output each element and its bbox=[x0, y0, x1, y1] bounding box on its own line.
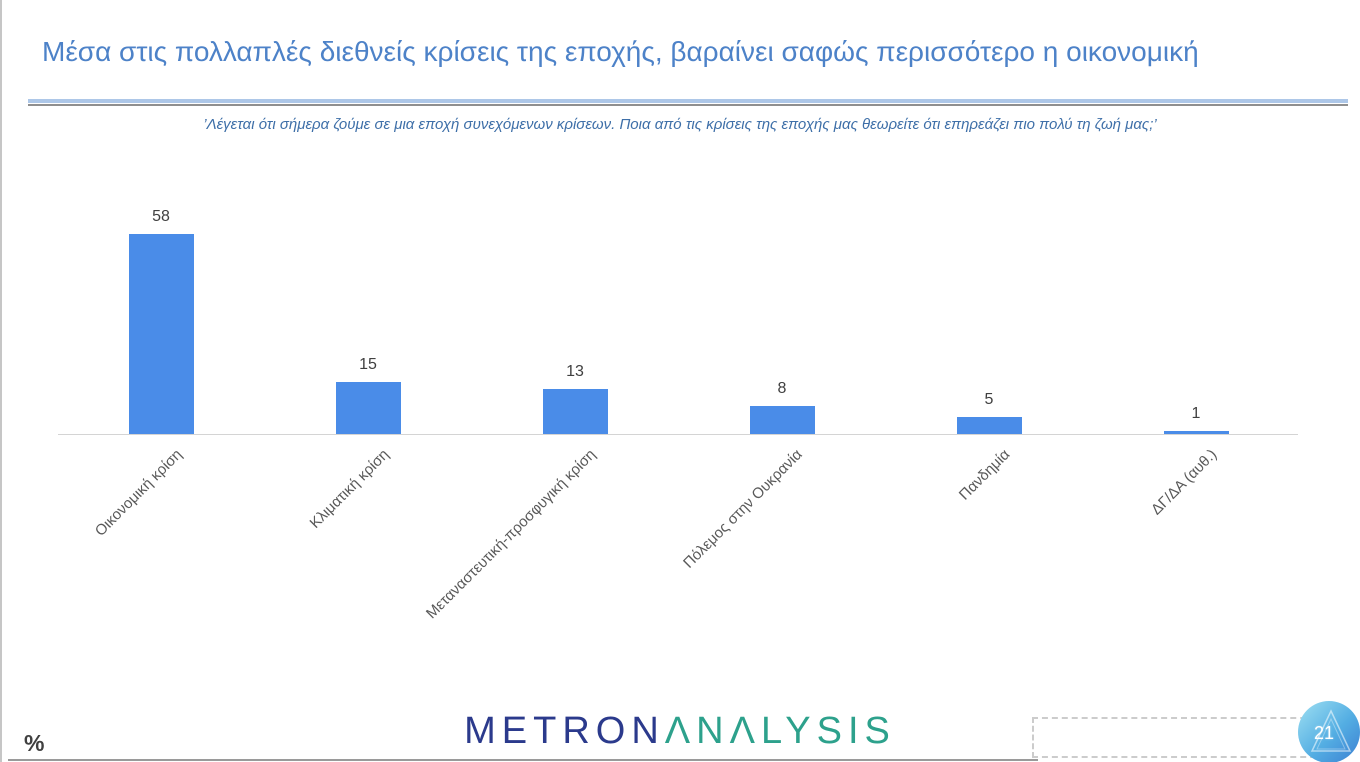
bar-value-label: 5 bbox=[984, 391, 994, 408]
bar-value-label: 1 bbox=[1191, 405, 1201, 422]
badge-triangle-icon bbox=[1310, 709, 1352, 752]
bar bbox=[956, 417, 1022, 434]
slide-left-edge bbox=[0, 0, 2, 762]
metron-analysis-logo: METRONΛNΛLYSIS bbox=[0, 710, 1360, 753]
slide-bottom-edge bbox=[8, 759, 1038, 761]
page-number-badge: 21 bbox=[1298, 701, 1360, 762]
logo-analysis-text: ΛNΛLYSIS bbox=[664, 710, 896, 752]
page-title: Μέσα στις πολλαπλές διεθνείς κρίσεις της… bbox=[42, 36, 1199, 67]
x-axis-line bbox=[58, 434, 1298, 435]
bar bbox=[1163, 431, 1229, 434]
category-label: Πόλεμος στην Ουκρανία bbox=[680, 446, 807, 572]
bar-value-label: 15 bbox=[359, 356, 377, 373]
bar bbox=[335, 382, 401, 434]
bar-value-label: 8 bbox=[777, 380, 787, 397]
bar-value-label: 58 bbox=[152, 208, 170, 225]
percent-unit-label: % bbox=[24, 730, 45, 756]
bar-value-label: 13 bbox=[566, 363, 584, 380]
bar bbox=[749, 406, 815, 434]
category-label: Οικονομική κρίση bbox=[91, 446, 186, 540]
title-separator-gray bbox=[28, 104, 1348, 106]
bar bbox=[542, 389, 608, 434]
survey-question-text: ’Λέγεται ότι σήμερα ζούμε σε μια εποχή σ… bbox=[203, 116, 1157, 133]
logo-metron-text: METRON bbox=[464, 710, 665, 752]
bar bbox=[128, 234, 194, 434]
category-label: Κλιματική κρίση bbox=[306, 446, 393, 532]
title-separator-blue bbox=[28, 99, 1348, 103]
page-number: 21 bbox=[1313, 722, 1335, 743]
category-label: ΔΓ/ΔΑ (αυθ.) bbox=[1147, 446, 1221, 519]
category-label: Μεταναστευτική-προσφυγική κρίση bbox=[422, 446, 600, 623]
category-label: Πανδημία bbox=[955, 446, 1014, 504]
footer-placeholder-box bbox=[1032, 717, 1336, 758]
